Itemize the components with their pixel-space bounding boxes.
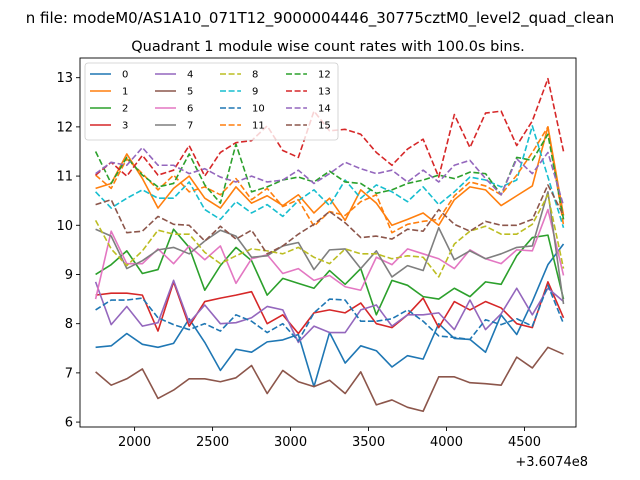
legend-frame: [84, 62, 339, 141]
legend-label-8: 8: [252, 70, 258, 81]
suptitle: n file: modeM0/AS1A10_071T12_9000004446_…: [26, 9, 615, 28]
y-tick-label-12: 12: [56, 120, 73, 135]
legend-label-15: 15: [318, 121, 331, 132]
legend-label-6: 6: [187, 104, 193, 115]
series-line-1: [95, 126, 565, 227]
x-tick-label-4500: 4500: [508, 435, 541, 450]
legend-label-2: 2: [122, 104, 128, 115]
series-line-15: [95, 184, 565, 255]
legend-label-9: 9: [252, 87, 258, 98]
chart-title: Quadrant 1 module wise count rates with …: [131, 39, 525, 55]
y-tick-label-6: 6: [65, 416, 73, 431]
legend-label-14: 14: [318, 104, 331, 115]
legend-label-7: 7: [187, 121, 193, 132]
series-line-9: [95, 125, 565, 228]
series-line-12: [94, 133, 565, 220]
x-tick-label-3500: 3500: [352, 435, 385, 450]
series-line-5: [95, 346, 564, 413]
series-line-2: [95, 228, 565, 316]
y-tick-label-8: 8: [65, 317, 73, 332]
series-line-7: [95, 191, 565, 305]
y-tick-label-10: 10: [56, 219, 73, 234]
legend-label-1: 1: [122, 87, 128, 98]
legend-label-4: 4: [187, 70, 193, 81]
series-line-4: [94, 279, 565, 344]
legend-label-3: 3: [122, 121, 128, 132]
x-tick-label-2500: 2500: [196, 435, 229, 450]
legend-label-13: 13: [318, 87, 331, 98]
series-line-8: [94, 193, 565, 278]
x-tick-label-4000: 4000: [430, 435, 463, 450]
series-line-10: [95, 284, 565, 342]
x-tick-label-3000: 3000: [274, 435, 307, 450]
legend-label-11: 11: [252, 121, 265, 132]
legend-label-12: 12: [318, 70, 331, 81]
x-tick-label-2000: 2000: [118, 435, 151, 450]
y-tick-label-7: 7: [65, 366, 73, 381]
series-line-14: [95, 146, 565, 206]
x-offset-label: +3.6074e8: [515, 455, 588, 470]
axes-frame: [79, 57, 577, 428]
legend-label-0: 0: [122, 70, 128, 81]
legend-label-10: 10: [252, 104, 265, 115]
y-tick-label-9: 9: [65, 268, 73, 283]
series-line-11: [95, 126, 565, 234]
legend-label-5: 5: [187, 87, 193, 98]
y-tick-label-11: 11: [56, 170, 73, 185]
y-tick-label-13: 13: [56, 71, 73, 86]
